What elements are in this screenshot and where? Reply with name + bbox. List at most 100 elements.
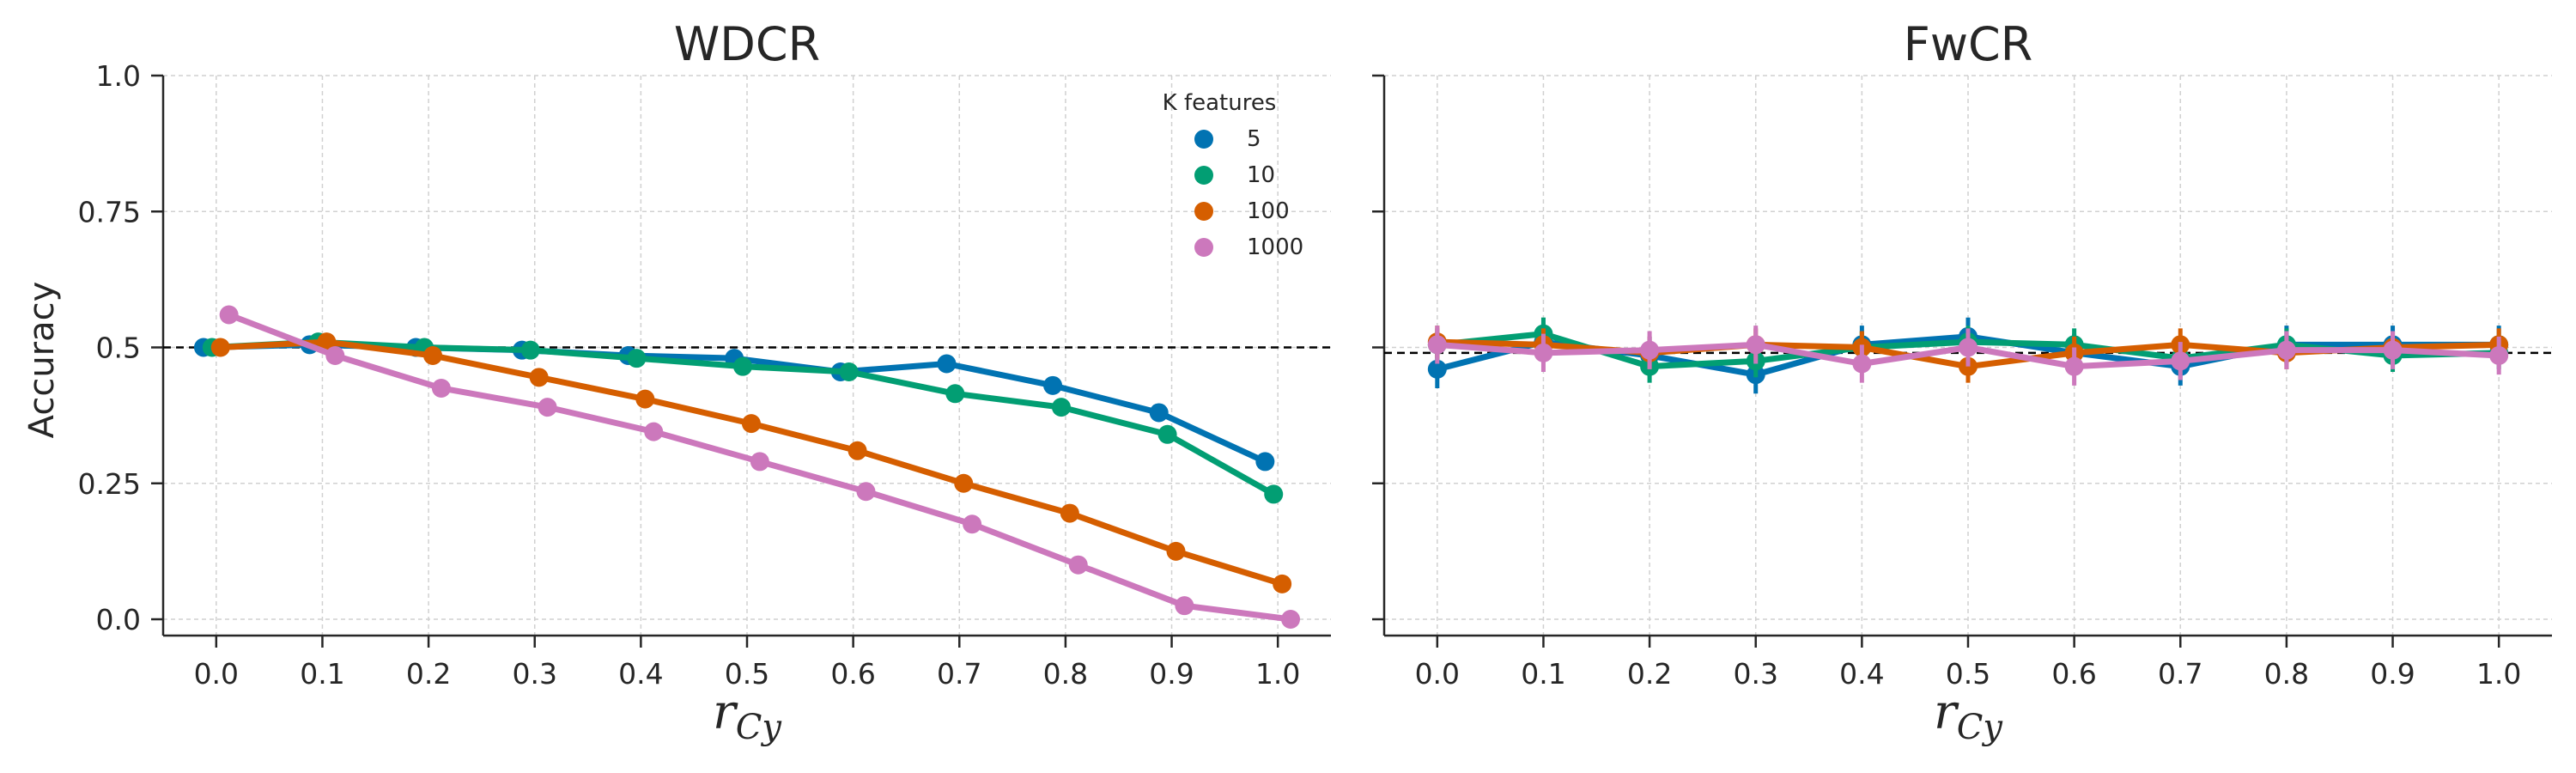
x-tick-label: 0.9 bbox=[1149, 657, 1194, 691]
data-point bbox=[635, 389, 655, 409]
x-tick-label: 0.4 bbox=[618, 657, 663, 691]
series-100 bbox=[210, 332, 1292, 593]
data-point bbox=[644, 422, 664, 441]
x-axis-label: rCy bbox=[713, 685, 782, 747]
panel-wdcr: 0.00.250.50.751.00.0 0.1 0.2 0.3 0.4 0.5 0.6 0.… bbox=[22, 17, 1331, 747]
data-point bbox=[1060, 503, 1079, 523]
x-tick-label: 0.2 bbox=[406, 657, 451, 691]
data-point bbox=[856, 482, 876, 502]
legend-item-label: 1000 bbox=[1247, 234, 1303, 260]
y-axis-label: Accuracy bbox=[22, 282, 62, 439]
x-axis-label-main: r bbox=[1934, 685, 1959, 740]
data-point bbox=[1640, 340, 1660, 360]
x-axis-label-subscript: Cy bbox=[1957, 708, 2004, 747]
x-axis-label-main: r bbox=[713, 685, 738, 740]
data-point bbox=[1149, 403, 1169, 423]
data-point bbox=[529, 368, 549, 387]
x-tick-label: 0.5 bbox=[725, 657, 769, 691]
data-point bbox=[627, 349, 647, 368]
legend-marker bbox=[1194, 238, 1213, 257]
x-tick-label: 0.0 bbox=[194, 657, 239, 691]
data-point bbox=[750, 452, 769, 472]
y-tick-label: 0.0 bbox=[96, 603, 141, 636]
data-point bbox=[2171, 351, 2190, 371]
x-tick-label: 0.5 bbox=[1946, 657, 1990, 691]
data-point bbox=[1852, 354, 1872, 374]
x-tick-label: 1.0 bbox=[2476, 657, 2521, 691]
data-point bbox=[423, 346, 443, 365]
series-1000 bbox=[1427, 326, 2509, 386]
x-tick-label: 0.8 bbox=[2264, 657, 2309, 691]
x-tick-label: 0.9 bbox=[2370, 657, 2415, 691]
data-point bbox=[1534, 343, 1553, 362]
data-point bbox=[1264, 484, 1284, 504]
legend-marker bbox=[1194, 130, 1213, 149]
panel-fwcr: 0.0 0.1 0.2 0.3 0.4 0.5 0.6 0.7 0.8 0.9 1.0 FwCR rCy bbox=[1372, 17, 2552, 747]
chart-title: WDCR bbox=[674, 17, 820, 71]
data-point bbox=[1427, 359, 1447, 379]
data-point bbox=[219, 305, 239, 325]
data-point bbox=[848, 441, 867, 460]
data-point bbox=[317, 332, 337, 352]
data-point bbox=[741, 414, 761, 434]
data-point bbox=[839, 362, 859, 381]
series-1000 bbox=[219, 305, 1301, 630]
x-tick-label: 0.0 bbox=[1415, 657, 1460, 691]
data-point bbox=[538, 398, 557, 417]
data-point bbox=[1068, 555, 1088, 575]
data-point bbox=[1051, 398, 1071, 417]
x-tick-label: 0.7 bbox=[2158, 657, 2202, 691]
data-point bbox=[963, 514, 982, 534]
data-point bbox=[1175, 596, 1194, 616]
data-point bbox=[2064, 356, 2084, 376]
data-point bbox=[210, 338, 230, 357]
x-tick-label: 0.3 bbox=[512, 657, 556, 691]
data-point bbox=[520, 340, 540, 360]
data-point bbox=[1166, 541, 1186, 561]
series-5 bbox=[193, 335, 1275, 472]
x-tick-label: 0.8 bbox=[1043, 657, 1088, 691]
x-axis-label: rCy bbox=[1934, 685, 2003, 747]
x-tick-label: 0.2 bbox=[1627, 657, 1672, 691]
data-point bbox=[325, 346, 345, 365]
x-tick-label: 0.6 bbox=[2051, 657, 2096, 691]
series-10 bbox=[202, 332, 1284, 504]
chart-title: FwCR bbox=[1904, 17, 2032, 71]
data-point bbox=[1043, 375, 1063, 395]
data-point bbox=[945, 384, 965, 404]
y-tick-label: 1.0 bbox=[96, 59, 141, 93]
legend-marker bbox=[1194, 202, 1213, 221]
legend-item-label: 5 bbox=[1247, 126, 1261, 152]
data-point bbox=[1746, 335, 1765, 355]
data-point bbox=[733, 356, 753, 376]
data-point bbox=[937, 354, 957, 374]
data-point bbox=[431, 378, 451, 398]
x-tick-label: 1.0 bbox=[1255, 657, 1300, 691]
legend-item-label: 10 bbox=[1247, 162, 1275, 188]
legend: K features 5 10 100 1000 bbox=[1163, 90, 1304, 260]
x-tick-label: 0.6 bbox=[830, 657, 875, 691]
legend-marker bbox=[1194, 166, 1213, 185]
data-point bbox=[2276, 340, 2296, 360]
data-point bbox=[1273, 574, 1292, 593]
data-point bbox=[1255, 452, 1275, 472]
data-point bbox=[2489, 346, 2509, 365]
data-point bbox=[2383, 340, 2403, 360]
data-point bbox=[1157, 424, 1177, 444]
x-tick-label: 0.3 bbox=[1733, 657, 1777, 691]
y-tick-label: 0.5 bbox=[96, 332, 141, 365]
data-point bbox=[1281, 610, 1301, 630]
data-point bbox=[1427, 335, 1447, 355]
x-axis-label-subscript: Cy bbox=[736, 708, 783, 747]
y-tick-label: 0.25 bbox=[78, 467, 141, 501]
x-tick-label: 0.1 bbox=[300, 657, 344, 691]
legend-item-label: 100 bbox=[1247, 198, 1290, 224]
x-tick-label: 0.1 bbox=[1521, 657, 1565, 691]
data-point bbox=[1959, 338, 1978, 357]
x-tick-label: 0.4 bbox=[1839, 657, 1884, 691]
y-tick-label: 0.75 bbox=[78, 195, 141, 228]
x-tick-label: 0.7 bbox=[937, 657, 981, 691]
data-point bbox=[954, 473, 974, 493]
legend-title: K features bbox=[1163, 90, 1277, 116]
